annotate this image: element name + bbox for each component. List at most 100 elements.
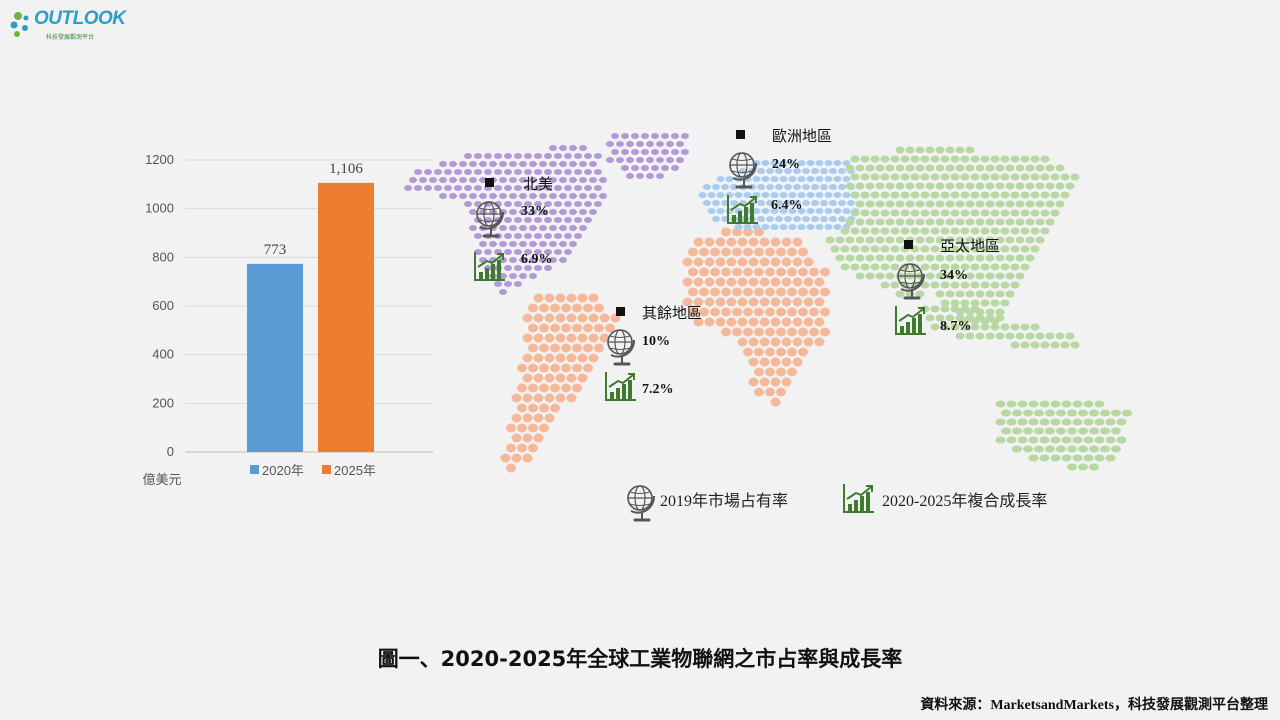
map-dot — [555, 313, 566, 323]
map-dot — [504, 153, 512, 159]
map-dot — [707, 208, 716, 214]
legend-label: 2025年 — [334, 463, 376, 478]
map-dot — [980, 173, 990, 181]
map-dot — [754, 387, 764, 397]
map-dot — [1083, 454, 1094, 462]
region-name: 其餘地區 — [642, 304, 702, 322]
map-dot — [574, 201, 582, 207]
map-dot — [631, 133, 639, 139]
map-dot — [890, 155, 900, 163]
map-dot — [555, 353, 566, 363]
map-dot — [950, 305, 960, 313]
map-dot — [533, 293, 544, 303]
map-dot — [651, 133, 659, 139]
region-1: 歐洲地區 24% 6.4% — [727, 127, 832, 224]
map-dot — [960, 305, 970, 313]
map-dot — [534, 217, 542, 223]
map-dot — [1105, 436, 1116, 444]
map-dot — [499, 289, 507, 295]
map-dot — [710, 307, 720, 317]
map-dot — [770, 337, 781, 347]
map-dot — [798, 347, 808, 357]
map-dot — [626, 173, 634, 179]
map-dot — [544, 153, 552, 159]
map-dot — [865, 218, 875, 226]
map-dot — [1122, 409, 1132, 417]
map-dot — [716, 192, 725, 198]
map-dot — [1025, 182, 1035, 190]
bar-value-label: 773 — [264, 242, 287, 258]
map-dot — [803, 257, 814, 267]
map-dot — [784, 168, 792, 174]
map-dot — [895, 146, 905, 154]
map-dot — [759, 277, 770, 287]
map-dot — [781, 297, 792, 307]
map-dot — [631, 165, 639, 171]
map-dot — [1089, 427, 1099, 435]
map-dot — [1060, 341, 1070, 349]
map-dot — [995, 400, 1006, 408]
map-dot — [850, 191, 860, 199]
map-dot — [779, 208, 788, 214]
map-dot — [793, 184, 801, 190]
map-dot — [838, 184, 846, 190]
map-dot — [880, 281, 890, 289]
map-dot — [748, 377, 759, 387]
map-dot — [449, 161, 457, 167]
map-dot — [606, 141, 614, 147]
map-dot — [775, 168, 783, 174]
map-dot — [1020, 245, 1030, 253]
map-dot — [494, 185, 502, 191]
map-dot — [506, 443, 516, 453]
map-dot — [506, 423, 516, 433]
map-dot — [776, 387, 786, 397]
map-dot — [636, 141, 644, 147]
map-dot — [1111, 409, 1121, 417]
map-dot — [865, 236, 875, 244]
map-dot — [940, 281, 950, 289]
globe-icon — [476, 201, 505, 238]
map-dot — [880, 191, 890, 199]
map-dot — [895, 236, 905, 244]
map-dot — [561, 363, 571, 373]
map-dot — [561, 303, 571, 313]
map-dot — [833, 192, 842, 198]
map-dot — [566, 353, 577, 363]
map-dot — [784, 216, 792, 222]
map-dot — [511, 413, 522, 423]
map-dot — [975, 236, 985, 244]
map-dot — [550, 403, 560, 413]
map-dot — [721, 327, 731, 337]
map-dot — [544, 201, 552, 207]
map-dot — [815, 192, 824, 198]
legend-cagr-label: 2020-2025年複合成長率 — [882, 492, 1047, 510]
map-dot — [880, 173, 890, 181]
map-dot — [484, 169, 492, 175]
map-dot — [793, 168, 801, 174]
map-dot — [569, 225, 577, 231]
map-dot — [1061, 418, 1072, 426]
map-dot — [890, 173, 900, 181]
map-dot — [950, 209, 960, 217]
map-dot — [1072, 436, 1083, 444]
map-dot — [990, 281, 1000, 289]
map-dot — [775, 184, 783, 190]
map-dot — [554, 185, 562, 191]
map-dot — [583, 323, 593, 333]
map-dot — [484, 153, 492, 159]
map-dot — [533, 333, 544, 343]
map-dot — [721, 287, 731, 297]
map-dot — [539, 383, 549, 393]
map-dot — [850, 173, 860, 181]
map-dot — [517, 443, 527, 453]
map-dot — [802, 200, 810, 206]
map-dot — [895, 182, 905, 190]
map-dot — [561, 323, 571, 333]
map-dot — [693, 257, 704, 267]
map-dot — [555, 373, 566, 383]
map-dot — [1000, 263, 1010, 271]
map-dot — [504, 233, 512, 239]
map-dot — [1030, 227, 1040, 235]
map-dot — [671, 133, 679, 139]
